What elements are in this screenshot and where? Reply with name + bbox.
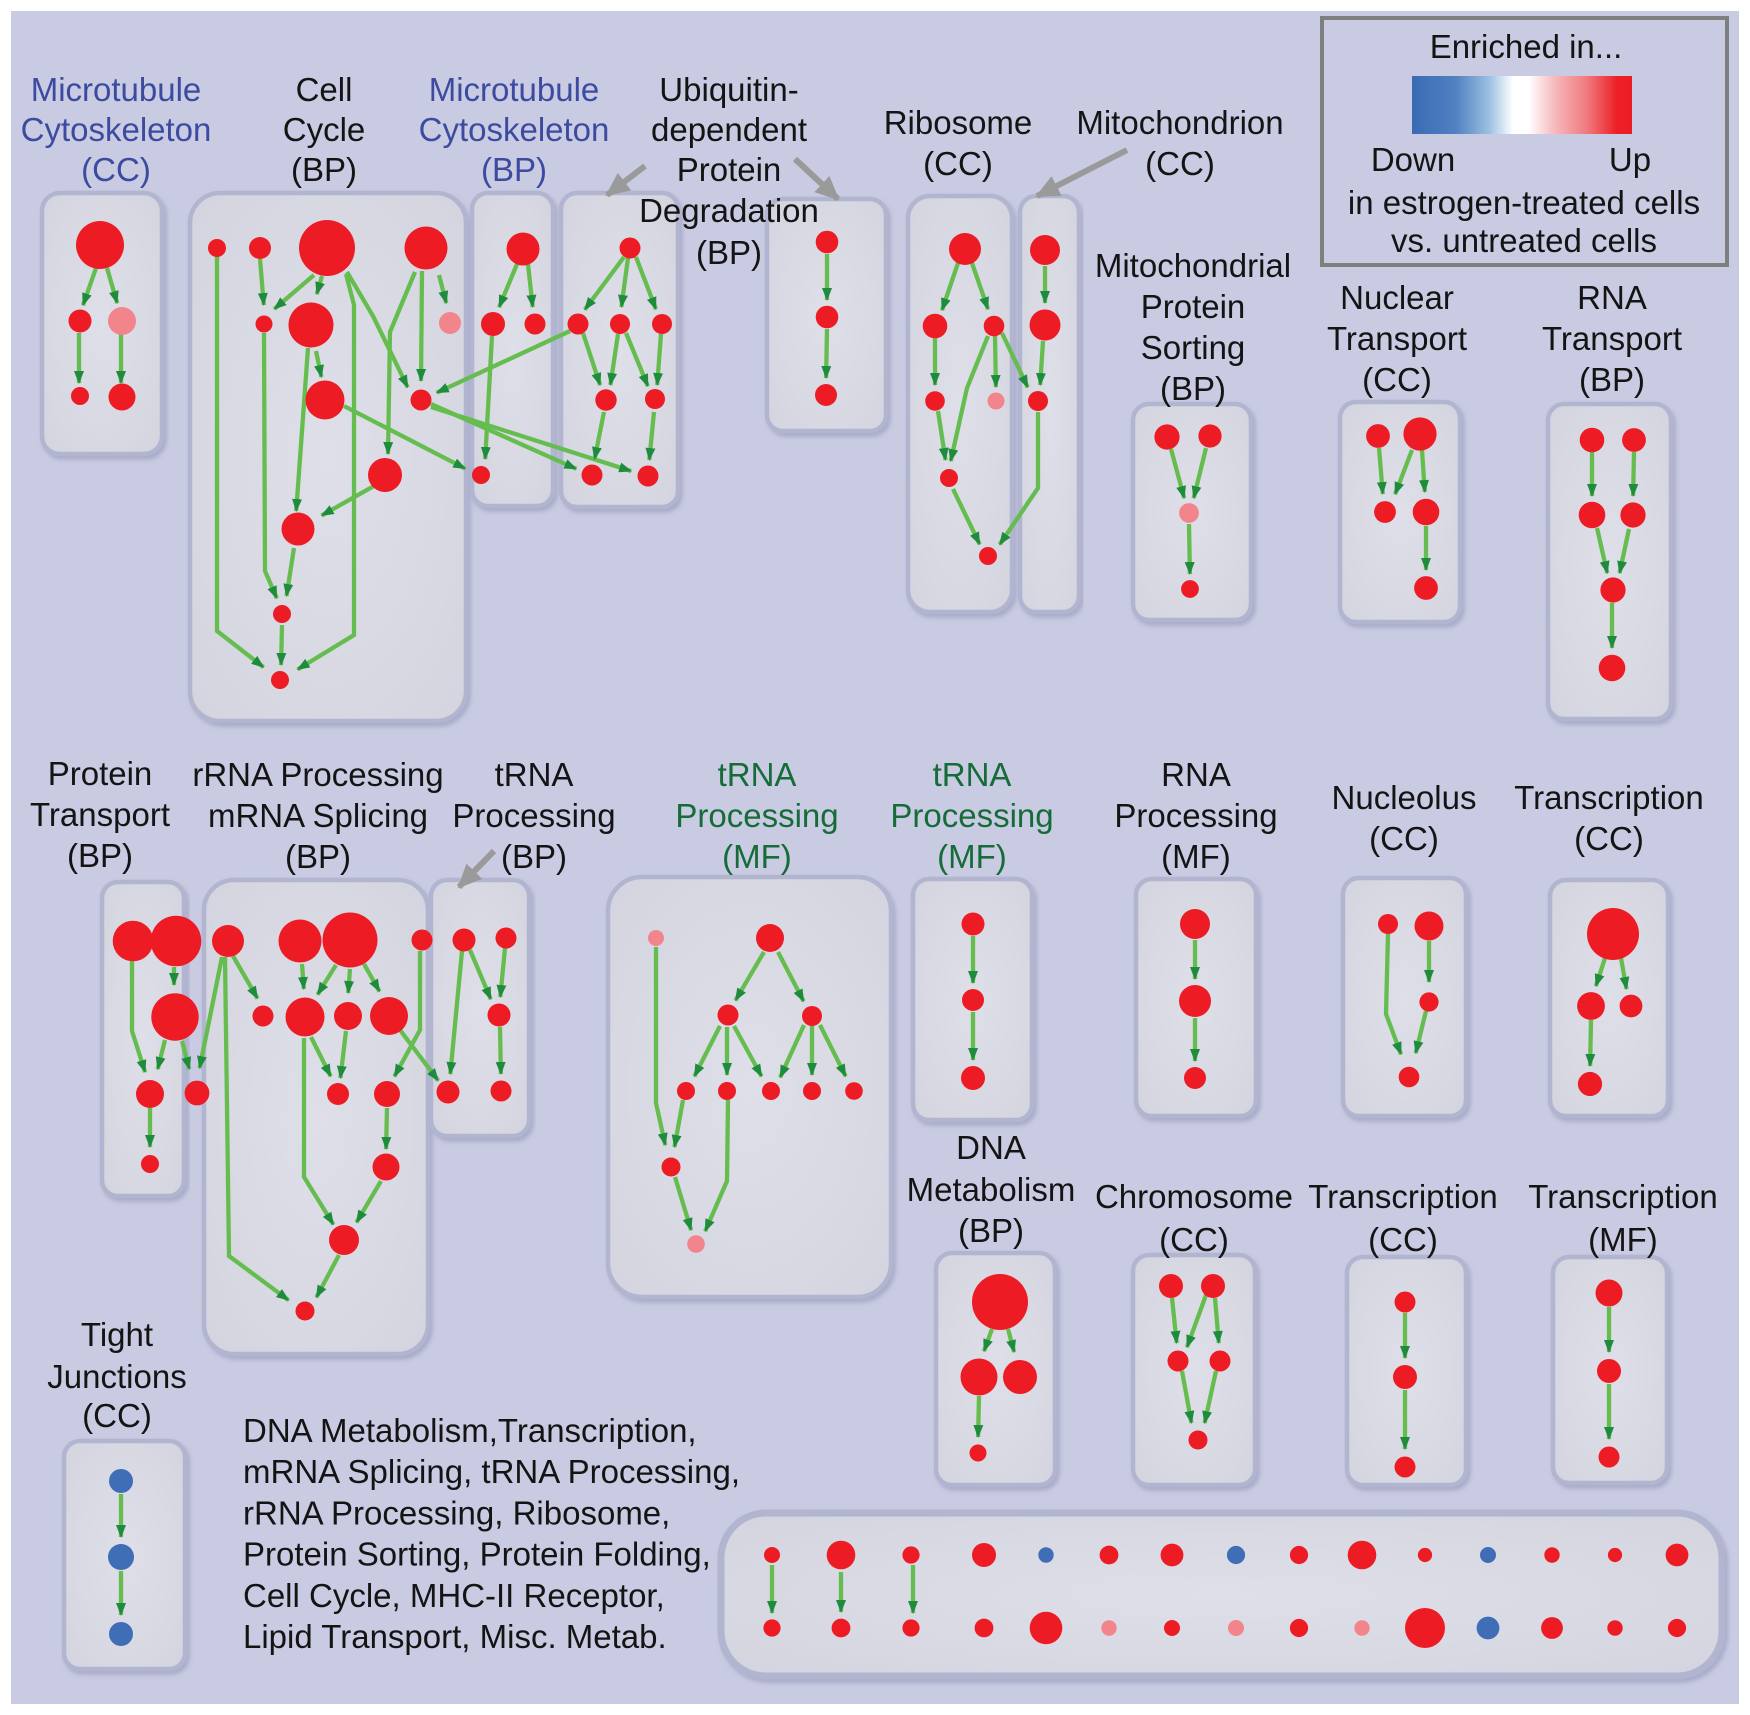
svg-text:DNA: DNA xyxy=(956,1129,1026,1166)
svg-text:(CC): (CC) xyxy=(82,1397,152,1434)
svg-text:Microtubule: Microtubule xyxy=(429,71,600,108)
svg-text:Transcription: Transcription xyxy=(1528,1178,1718,1215)
svg-text:Transcription: Transcription xyxy=(1308,1178,1498,1215)
svg-text:Chromosome: Chromosome xyxy=(1095,1178,1293,1215)
svg-text:Protein: Protein xyxy=(48,755,153,792)
svg-text:(CC): (CC) xyxy=(1159,1221,1229,1258)
svg-text:tRNA: tRNA xyxy=(718,756,797,793)
svg-text:Nucleolus: Nucleolus xyxy=(1332,779,1477,816)
svg-text:Sorting: Sorting xyxy=(1141,329,1246,366)
svg-text:(BP): (BP) xyxy=(67,837,133,874)
svg-text:Processing: Processing xyxy=(452,797,615,834)
svg-text:Protein: Protein xyxy=(1141,288,1246,325)
svg-text:(BP): (BP) xyxy=(481,151,547,188)
svg-text:Junctions: Junctions xyxy=(47,1358,186,1395)
svg-text:Processing: Processing xyxy=(890,797,1053,834)
svg-text:Tight: Tight xyxy=(81,1316,153,1353)
svg-text:(BP): (BP) xyxy=(501,838,567,875)
svg-text:(BP): (BP) xyxy=(285,838,351,875)
svg-text:Transport: Transport xyxy=(30,796,170,833)
svg-text:Processing: Processing xyxy=(1114,797,1277,834)
svg-text:(BP): (BP) xyxy=(958,1212,1024,1249)
svg-text:Cytoskeleton: Cytoskeleton xyxy=(21,111,212,148)
svg-text:dependent: dependent xyxy=(651,111,807,148)
svg-text:Nuclear: Nuclear xyxy=(1340,279,1454,316)
svg-text:(MF): (MF) xyxy=(937,838,1007,875)
svg-text:(MF): (MF) xyxy=(1161,838,1231,875)
svg-text:Mitochondrion: Mitochondrion xyxy=(1076,104,1283,141)
svg-text:Lipid Transport, Misc. Metab.: Lipid Transport, Misc. Metab. xyxy=(243,1618,667,1655)
svg-text:(BP): (BP) xyxy=(696,234,762,271)
svg-text:Transport: Transport xyxy=(1542,320,1682,357)
svg-text:Cell Cycle, MHC-II Receptor,: Cell Cycle, MHC-II Receptor, xyxy=(243,1577,665,1614)
svg-text:Cycle: Cycle xyxy=(283,111,366,148)
svg-text:Cytoskeleton: Cytoskeleton xyxy=(419,111,610,148)
svg-text:(BP): (BP) xyxy=(291,151,357,188)
svg-text:(CC): (CC) xyxy=(1368,1221,1438,1258)
svg-text:Degradation: Degradation xyxy=(639,192,819,229)
svg-text:(MF): (MF) xyxy=(722,838,792,875)
svg-text:(CC): (CC) xyxy=(1574,820,1644,857)
svg-text:(MF): (MF) xyxy=(1588,1221,1658,1258)
svg-text:Processing: Processing xyxy=(675,797,838,834)
svg-text:in estrogen-treated cells: in estrogen-treated cells xyxy=(1348,184,1700,221)
svg-text:Microtubule: Microtubule xyxy=(31,71,202,108)
svg-text:rRNA Processing: rRNA Processing xyxy=(192,756,443,793)
svg-text:(CC): (CC) xyxy=(923,145,993,182)
svg-text:RNA: RNA xyxy=(1577,279,1647,316)
svg-text:(BP): (BP) xyxy=(1579,361,1645,398)
svg-text:Protein Sorting, Protein Foldi: Protein Sorting, Protein Folding, xyxy=(243,1536,711,1573)
svg-text:Cell: Cell xyxy=(296,71,353,108)
svg-text:rRNA Processing, Ribosome,: rRNA Processing, Ribosome, xyxy=(243,1494,670,1531)
svg-text:Ribosome: Ribosome xyxy=(884,104,1033,141)
svg-text:Down: Down xyxy=(1371,141,1455,178)
svg-text:Transport: Transport xyxy=(1327,320,1467,357)
svg-text:Up: Up xyxy=(1609,141,1651,178)
svg-text:(CC): (CC) xyxy=(1369,820,1439,857)
svg-text:(CC): (CC) xyxy=(81,151,151,188)
svg-text:tRNA: tRNA xyxy=(933,756,1012,793)
svg-text:Metabolism: Metabolism xyxy=(907,1171,1076,1208)
svg-text:(CC): (CC) xyxy=(1145,145,1215,182)
svg-text:mRNA Splicing: mRNA Splicing xyxy=(208,797,428,834)
svg-text:Protein: Protein xyxy=(677,151,782,188)
svg-text:tRNA: tRNA xyxy=(495,756,574,793)
svg-text:Ubiquitin-: Ubiquitin- xyxy=(659,71,798,108)
svg-text:mRNA Splicing, tRNA Processing: mRNA Splicing, tRNA Processing, xyxy=(243,1453,740,1490)
svg-text:DNA Metabolism,Transcription,: DNA Metabolism,Transcription, xyxy=(243,1412,697,1449)
svg-text:Transcription: Transcription xyxy=(1514,779,1704,816)
svg-text:(CC): (CC) xyxy=(1362,361,1432,398)
svg-text:(BP): (BP) xyxy=(1160,370,1226,407)
svg-text:Enriched in...: Enriched in... xyxy=(1430,28,1623,65)
svg-text:Mitochondrial: Mitochondrial xyxy=(1095,247,1291,284)
svg-text:vs. untreated cells: vs. untreated cells xyxy=(1391,222,1657,259)
svg-text:RNA: RNA xyxy=(1161,756,1231,793)
